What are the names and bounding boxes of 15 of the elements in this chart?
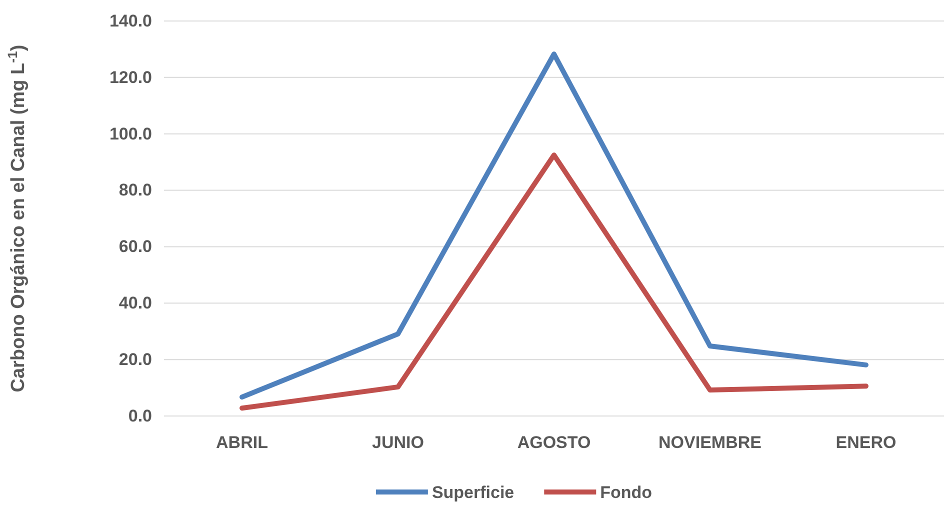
y-tick-label: 20.0: [118, 350, 152, 370]
x-tick-label: JUNIO: [372, 433, 424, 452]
y-tick-label: 120.0: [109, 68, 152, 87]
x-tick-label: AGOSTO: [517, 433, 591, 452]
y-tick-label: 80.0: [118, 180, 152, 200]
legend-label: Superficie: [432, 483, 514, 502]
y-tick-label: 100.0: [109, 124, 152, 144]
x-tick-label: NOVIEMBRE: [658, 433, 762, 452]
legend-label: Fondo: [600, 483, 652, 502]
y-tick-label: 0.0: [128, 406, 152, 426]
y-tick-label: 60.0: [118, 237, 152, 256]
y-tick-label: 140.0: [109, 11, 152, 30]
y-tick-label: 40.0: [118, 294, 152, 313]
x-tick-label: ENERO: [836, 433, 896, 452]
x-tick-label: ABRIL: [216, 433, 268, 452]
